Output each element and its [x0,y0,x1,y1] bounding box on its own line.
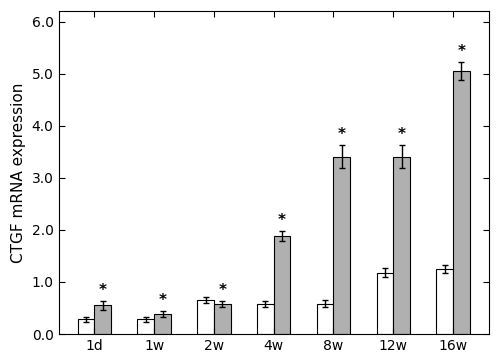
Bar [257,304,274,334]
Text: *: * [218,282,226,297]
Bar [274,236,290,334]
Text: *: * [338,127,346,142]
Bar [94,305,111,334]
Text: *: * [398,127,406,142]
Bar [78,320,94,334]
Y-axis label: CTGF mRNA expression: CTGF mRNA expression [11,82,26,263]
Bar [334,157,350,334]
Bar [394,157,410,334]
Bar [214,304,230,334]
Text: *: * [278,213,286,228]
Text: *: * [458,44,466,59]
Bar [316,304,334,334]
Bar [376,273,394,334]
Bar [453,71,470,334]
Bar [154,314,171,334]
Text: *: * [99,283,107,298]
Bar [436,269,453,334]
Bar [197,300,214,334]
Bar [138,320,154,334]
Text: *: * [158,293,166,308]
